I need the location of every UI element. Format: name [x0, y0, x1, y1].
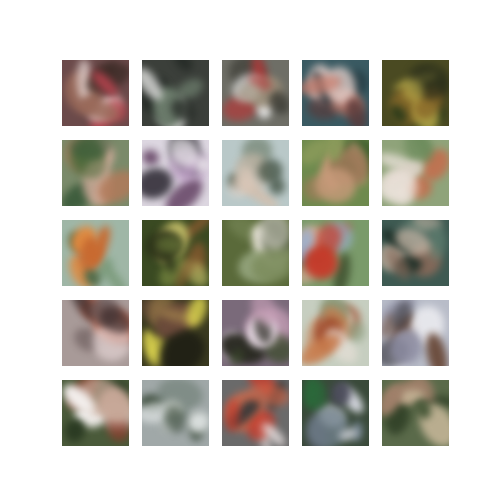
- image-tile: [222, 140, 289, 206]
- image-tile: [222, 60, 289, 126]
- image-blob: [346, 321, 365, 343]
- image-blob: [422, 330, 449, 366]
- image-tile: [382, 220, 449, 286]
- image-blob: [142, 147, 162, 168]
- image-tile: [62, 220, 129, 286]
- image-tile: [142, 300, 209, 366]
- image-tile: [142, 140, 209, 206]
- image-tile: [142, 60, 209, 126]
- image-tile: [62, 60, 129, 126]
- image-tile: [382, 300, 449, 366]
- image-tile: [302, 60, 369, 126]
- image-tile: [222, 300, 289, 366]
- image-tile: [62, 140, 129, 206]
- image-tile: [142, 380, 209, 446]
- image-tile: [382, 140, 449, 206]
- image-tile: [142, 220, 209, 286]
- image-tile: [302, 220, 369, 286]
- image-tile: [302, 380, 369, 446]
- image-tile: [382, 380, 449, 446]
- image-grid: [62, 60, 450, 446]
- image-tile: [62, 300, 129, 366]
- image-tile: [302, 140, 369, 206]
- image-tile: [302, 300, 369, 366]
- image-tile: [222, 220, 289, 286]
- image-blob: [170, 60, 196, 75]
- image-tile: [382, 60, 449, 126]
- image-tile: [62, 380, 129, 446]
- image-tile: [222, 380, 289, 446]
